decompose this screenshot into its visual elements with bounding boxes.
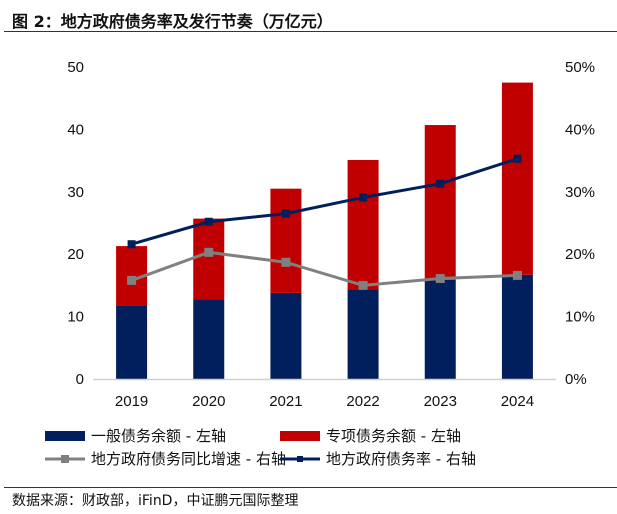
right-tick-label: 0% [565, 371, 587, 388]
chart-svg: 0 10 20 30 40 50 0% 10% 20% 30% 40% 50% 2019 2020 2021… [67, 59, 595, 410]
line-marker-0-2021 [281, 257, 291, 267]
x-tick-label: 2023 [424, 393, 457, 410]
source-note: 数据来源：财政部，iFinD，中证鹏元国际整理 [12, 493, 299, 509]
bar-special-2020 [193, 218, 225, 300]
figure-title: 图 2：地方政府债务率及发行节奏（万亿元） [12, 12, 333, 31]
legend-line-marker [280, 455, 320, 462]
legend-item-debt-ratio: 地方政府债务率 - 右轴 [280, 448, 476, 469]
line-marker-0-2023 [435, 274, 445, 284]
right-tick-label: 30% [565, 184, 595, 201]
x-tick-label: 2024 [501, 393, 534, 410]
line-marker-1-2022 [359, 193, 368, 202]
bar-general-2021 [270, 292, 302, 379]
line-series-0 [131, 250, 518, 287]
line-marker-0-2024 [512, 270, 522, 280]
left-tick-label: 40 [67, 121, 84, 138]
line-marker-0-2022 [358, 280, 368, 290]
left-tick-label: 0 [76, 371, 84, 388]
line-marker-0-2020 [204, 247, 214, 257]
bar-special-2024 [501, 82, 533, 275]
legend-swatch [280, 430, 320, 441]
right-tick-label: 20% [565, 246, 595, 263]
title-rule [4, 31, 617, 32]
bar-special-2021 [270, 188, 302, 293]
legend-label: 一般债务余额 - 左轴 [91, 427, 226, 445]
legend-line-marker [45, 454, 85, 463]
legend-label: 地方政府债务同比增速 - 右轴 [91, 450, 286, 468]
left-tick-label: 50 [67, 59, 84, 76]
source-rule [4, 487, 617, 488]
line-marker-1-2023 [436, 179, 445, 188]
bar-general-2023 [424, 279, 456, 379]
bar-special-2023 [424, 125, 456, 280]
bar-general-2019 [116, 305, 148, 379]
line-marker-1-2024 [513, 154, 522, 163]
x-tick-label: 2022 [346, 393, 379, 410]
legend-label: 专项债务余额 - 左轴 [326, 427, 461, 445]
bar-general-2024 [501, 274, 533, 379]
legend-item-growth: 地方政府债务同比增速 - 右轴 [45, 448, 286, 469]
legend-item-general-debt: 一般债务余额 - 左轴 [45, 425, 226, 446]
line-marker-1-2021 [281, 209, 290, 218]
left-tick-label: 10 [67, 309, 84, 326]
right-tick-label: 50% [565, 59, 595, 76]
x-tick-label: 2021 [269, 393, 302, 410]
left-tick-label: 30 [67, 184, 84, 201]
left-tick-label: 20 [67, 246, 84, 263]
legend-item-special-debt: 专项债务余额 - 左轴 [280, 425, 461, 446]
x-tick-label: 2020 [192, 393, 225, 410]
bar-special-2022 [347, 159, 379, 290]
line-marker-1-2020 [204, 217, 213, 226]
right-tick-label: 40% [565, 121, 595, 138]
bar-general-2022 [347, 289, 379, 379]
legend-swatch [45, 430, 85, 441]
line-marker-0-2019 [127, 275, 137, 285]
bar-general-2020 [193, 299, 225, 379]
line-marker-1-2019 [127, 240, 136, 249]
line-series-1 [131, 157, 518, 246]
x-tick-label: 2019 [115, 393, 148, 410]
legend-label: 地方政府债务率 - 右轴 [326, 450, 476, 468]
right-tick-label: 10% [565, 309, 595, 326]
